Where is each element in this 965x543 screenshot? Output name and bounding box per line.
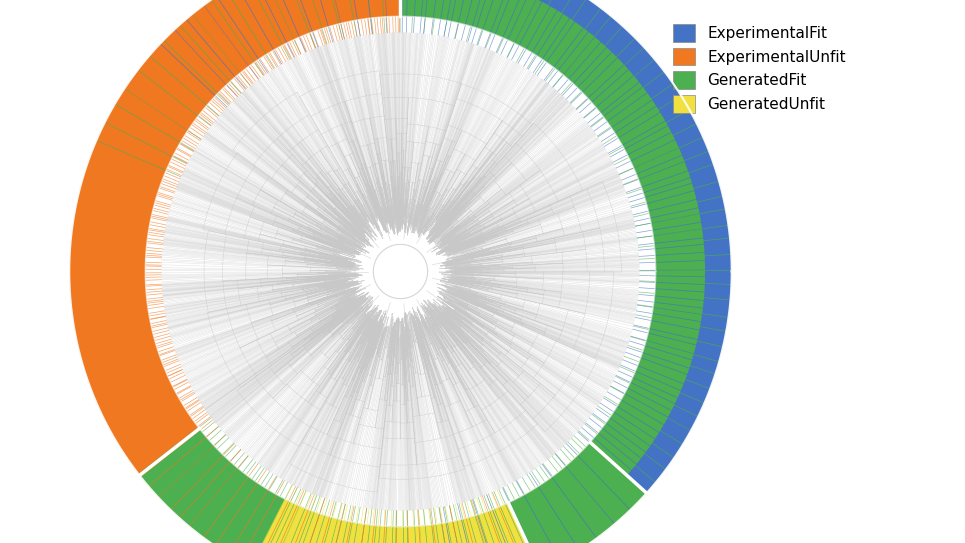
- Polygon shape: [400, 0, 705, 475]
- Polygon shape: [250, 499, 540, 543]
- Legend: ExperimentalFit, ExperimentalUnfit, GeneratedFit, GeneratedUnfit: ExperimentalFit, ExperimentalUnfit, Gene…: [674, 24, 845, 113]
- Polygon shape: [400, 0, 731, 493]
- Polygon shape: [69, 0, 647, 543]
- Polygon shape: [140, 428, 647, 543]
